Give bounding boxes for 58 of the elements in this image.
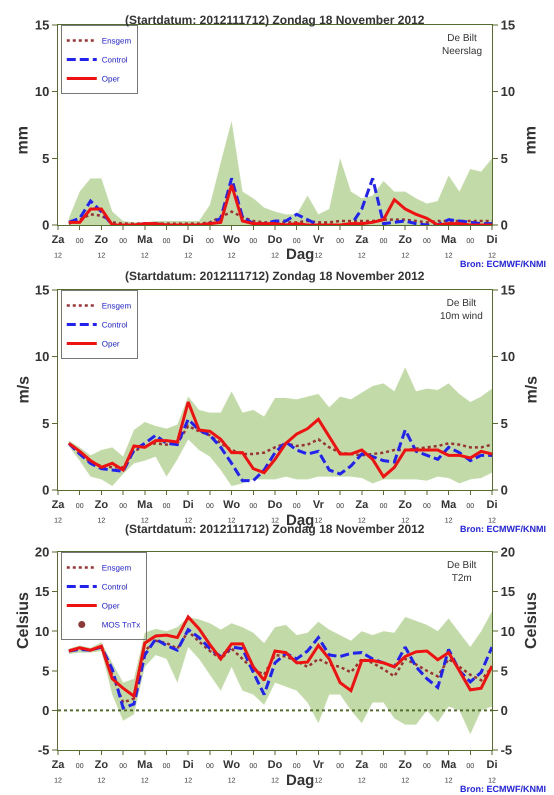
line-series: [68, 210, 492, 225]
line-series: [67, 400, 492, 478]
y-tick-label: -5: [38, 742, 50, 758]
legend-label: Ensgem: [102, 564, 132, 573]
y-tick-label: 0: [42, 482, 50, 498]
y2-axis-title: mm: [522, 126, 540, 154]
y-tick-label: 5: [42, 663, 50, 678]
y2-axis-title: Celsius: [523, 592, 540, 649]
y-axis-title: Celsius: [15, 592, 32, 649]
y-tick-label: 5: [42, 416, 50, 431]
y2-tick-label: 15: [500, 282, 516, 298]
y-tick-label: 15: [34, 282, 50, 298]
legend-label: Control: [102, 582, 128, 592]
y2-tick-label: 15: [500, 18, 516, 33]
y2-tick-label: 20: [500, 544, 516, 560]
legend-label: MOS TnTx: [102, 620, 140, 630]
annotation: De Bilt Neerslag: [442, 33, 482, 57]
text: Bron: ECMWF/KNMI: [460, 524, 546, 534]
y2-tick-label: 10: [500, 84, 516, 100]
x-axis-title: Dag: [286, 772, 314, 789]
y2-tick-label: 10: [500, 624, 516, 639]
text: Bron: ECMWF/KNMI: [460, 784, 546, 794]
legend-label: Oper: [102, 74, 120, 84]
y2-axis-title: m/s: [524, 376, 540, 404]
y2-tick-label: 10: [500, 349, 516, 364]
x-axis-title: Dag: [286, 246, 314, 263]
y2-tick-label: -5: [500, 742, 512, 758]
line-series: [67, 615, 492, 698]
chart-title: (Startdatum: 2012111712) Zondag 18 November 2012: [125, 13, 425, 27]
y2-tick-label: 0: [500, 702, 508, 718]
line-series: [67, 418, 492, 482]
y-tick-label: 5: [42, 150, 50, 166]
y-tick-label: 15: [34, 584, 50, 600]
annotation: De Bilt T2m: [447, 560, 477, 584]
y2-tick-label: 0: [500, 218, 508, 233]
y2-tick-label: 5: [500, 416, 508, 431]
chart-title: (Startdatum: 2012111712) Zondag 18 November 2012: [125, 269, 425, 283]
annotation: De Bilt 10m wind: [440, 298, 483, 322]
y2-tick-label: 5: [500, 150, 508, 166]
y-tick-label: 10: [34, 349, 50, 364]
text: Bron: ECMWF/KNMI: [460, 259, 546, 269]
y-tick-label: 15: [34, 18, 50, 33]
y-axis-title: m/s: [16, 376, 32, 404]
legend-label: Oper: [102, 340, 120, 349]
y-axis-title: mm: [14, 126, 32, 154]
legend-label: Oper: [102, 602, 120, 611]
legend-label: Ensgem: [102, 36, 132, 46]
y-tick-label: 20: [34, 544, 50, 560]
y-tick-label: 10: [34, 84, 50, 100]
y-tick-label: 0: [42, 702, 50, 718]
y2-tick-label: 0: [500, 482, 508, 498]
y-tick-label: 10: [34, 624, 50, 639]
y2-tick-label: 15: [500, 584, 516, 600]
y-tick-label: 0: [42, 218, 50, 233]
legend-label: Ensgem: [102, 302, 132, 311]
legend-label: Control: [102, 56, 128, 65]
legend-label: Control: [102, 320, 128, 330]
y2-tick-label: 5: [500, 663, 508, 678]
